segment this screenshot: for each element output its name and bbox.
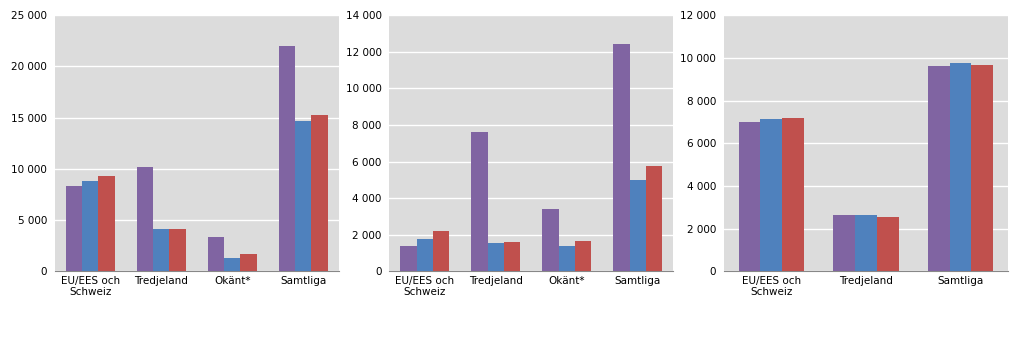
Bar	[488, 243, 504, 271]
Bar	[542, 209, 558, 271]
Bar	[558, 246, 575, 271]
Bar	[400, 246, 417, 271]
Bar	[834, 215, 855, 271]
Bar	[876, 217, 899, 271]
Bar	[208, 237, 224, 271]
Bar	[137, 167, 153, 271]
Bar	[783, 118, 804, 271]
Bar	[153, 229, 169, 271]
Bar	[950, 63, 971, 271]
Bar	[169, 229, 185, 271]
Bar	[630, 180, 646, 271]
Bar	[66, 186, 83, 271]
Bar	[971, 65, 994, 271]
Bar	[855, 215, 876, 271]
Bar	[224, 258, 240, 271]
Bar	[504, 242, 521, 271]
Bar	[240, 254, 257, 271]
Bar	[279, 46, 296, 271]
Bar	[83, 181, 99, 271]
Bar	[472, 132, 488, 271]
Bar	[99, 176, 115, 271]
Bar	[575, 241, 591, 271]
Bar	[739, 122, 760, 271]
Bar	[613, 45, 630, 271]
Bar	[928, 66, 950, 271]
Bar	[296, 121, 312, 271]
Bar	[433, 231, 449, 271]
Bar	[760, 119, 783, 271]
Bar	[417, 239, 433, 271]
Bar	[646, 166, 662, 271]
Bar	[312, 114, 328, 271]
